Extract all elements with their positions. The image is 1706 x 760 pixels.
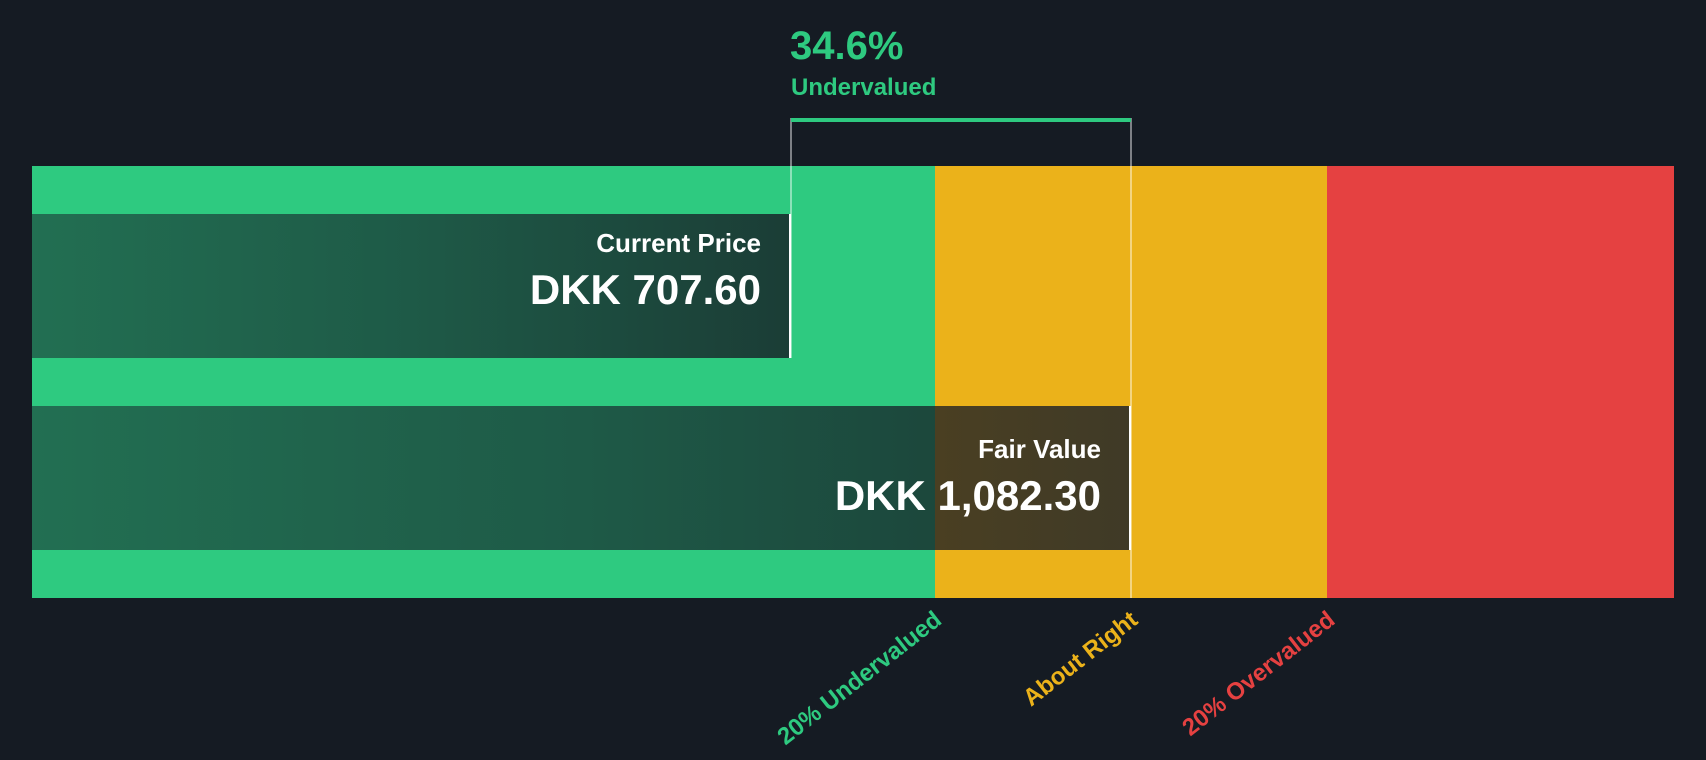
zone-overvalued [1327,166,1674,598]
bracket-right-line [1130,118,1132,598]
bracket-top-line [791,118,1131,122]
undervalued-label: Undervalued [791,74,937,101]
current-price-title: Current Price [596,228,761,258]
axis-label-undervalued: 20% Undervalued [772,606,947,751]
current-price-bar: Current Price DKK 707.60 [32,214,791,358]
fair-value-value: DKK 1,082.30 [834,472,1101,519]
axis-label-overvalued: 20% Overvalued [1176,606,1340,742]
undervalued-percent: 34.6% [790,24,904,68]
fair-value-bar-overlay [935,406,1131,550]
fair-value-title: Fair Value [978,434,1101,464]
bracket-left-line [790,118,792,358]
current-price-value: DKK 707.60 [529,266,761,313]
axis-label-about-right: About Right [1017,606,1143,712]
fair-value-label-box: Fair Value DKK 1,082.30 [32,406,1131,550]
